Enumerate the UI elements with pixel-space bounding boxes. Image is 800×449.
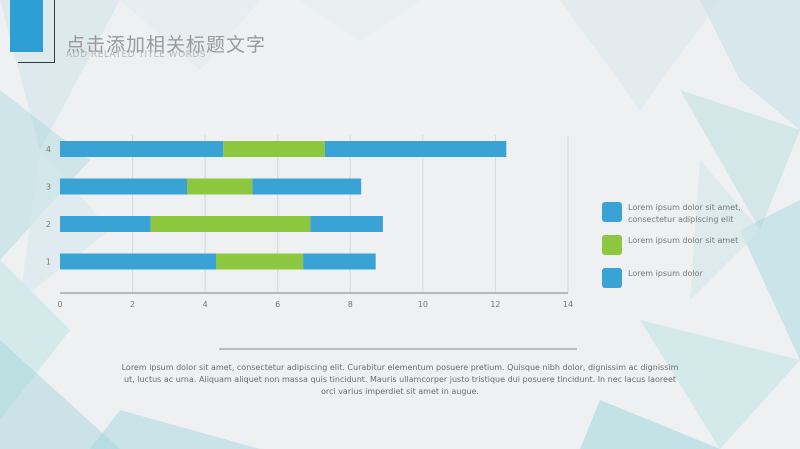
bar-segment: [310, 216, 383, 232]
y-tick-label: 3: [46, 183, 51, 192]
bar-segment: [60, 178, 187, 195]
legend-swatch: [602, 268, 622, 288]
y-tick-label: 4: [46, 145, 51, 154]
bar-segment: [303, 253, 376, 270]
x-tick-label: 10: [418, 300, 428, 309]
legend-swatch: [602, 202, 622, 222]
bar-segment: [223, 141, 325, 157]
x-tick-label: 6: [275, 300, 280, 309]
y-tick-label: 2: [46, 220, 51, 229]
bar-segment: [60, 253, 217, 270]
legend-swatch: [602, 235, 622, 255]
legend-label: Lorem ipsum dolor sit amet: [628, 236, 739, 245]
page-title: 点击添加相关标题文字: [66, 34, 267, 56]
title-frame: [18, 0, 55, 63]
bar-segment: [324, 141, 507, 157]
chart-legend: Lorem ipsum dolor sit amet, consectetur …: [602, 198, 772, 297]
title-accent-block: [10, 0, 43, 52]
bar-segment: [150, 216, 311, 232]
legend-label: Lorem ipsum dolor: [628, 269, 703, 278]
body-paragraph: Lorem ipsum dolor sit amet, consectetur …: [121, 363, 679, 396]
legend-item: Lorem ipsum dolor sit amet: [602, 231, 772, 255]
x-tick-label: 0: [57, 300, 62, 309]
x-tick-label: 14: [563, 300, 573, 309]
page-subtitle: ADD RELATED TITLE WORDS: [66, 50, 207, 60]
y-tick-label: 1: [46, 258, 51, 267]
bar-segment: [60, 216, 151, 232]
x-tick-label: 12: [490, 300, 500, 309]
bar-segment: [216, 253, 304, 270]
legend-item: Lorem ipsum dolor: [602, 264, 772, 288]
x-tick-label: 4: [203, 300, 208, 309]
bar-segment: [252, 178, 362, 195]
x-tick-label: 2: [130, 300, 135, 309]
x-tick-label: 8: [348, 300, 353, 309]
legend-label: Lorem ipsum dolor sit amet, consectetur …: [628, 203, 741, 224]
bar-segment: [187, 178, 253, 195]
bar-segment: [60, 141, 224, 157]
divider: [219, 348, 577, 350]
legend-item: Lorem ipsum dolor sit amet, consectetur …: [602, 198, 772, 224]
